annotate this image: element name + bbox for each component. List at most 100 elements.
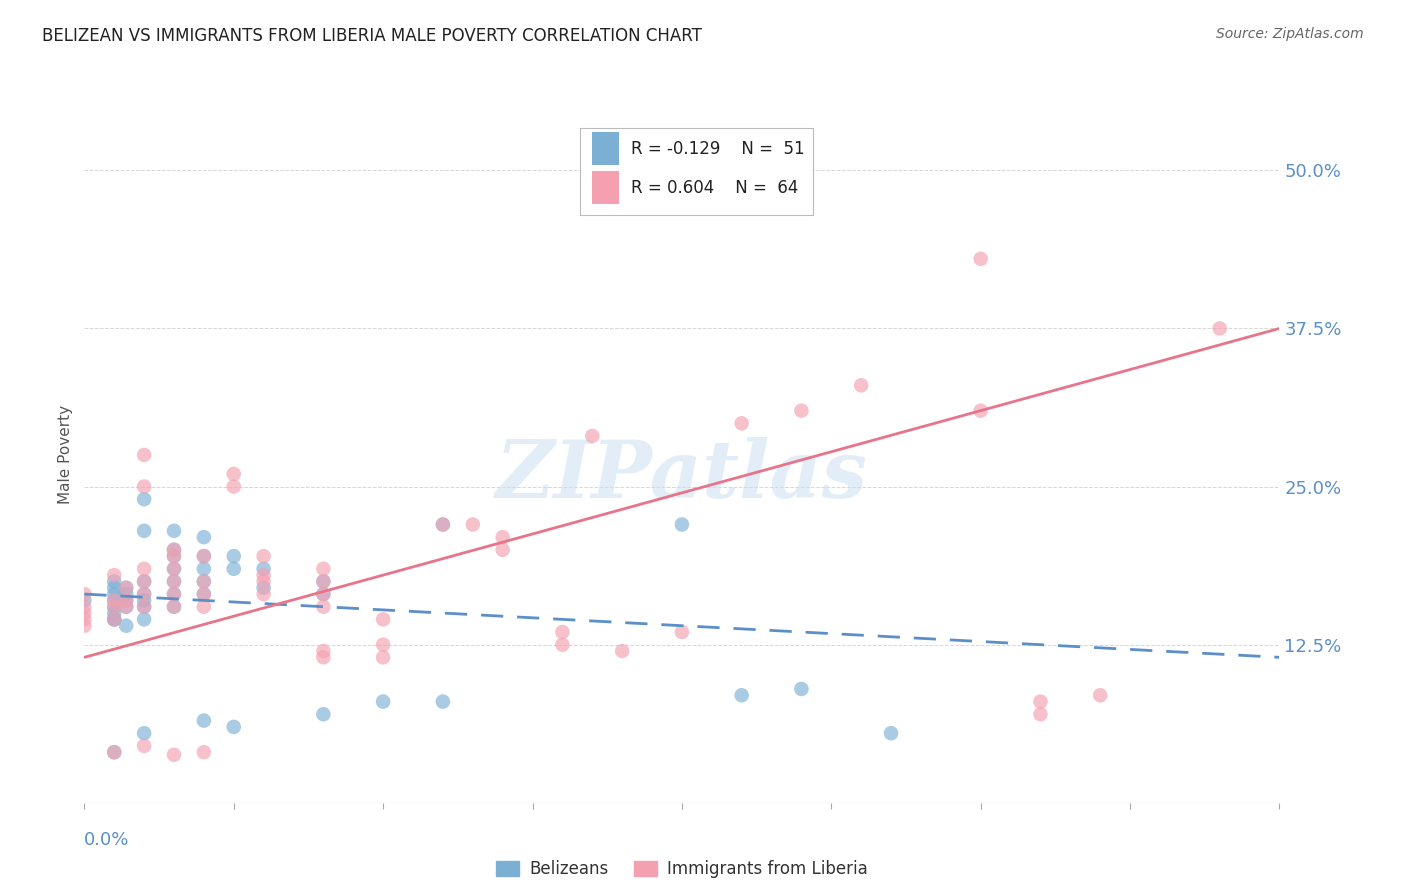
Point xyxy=(115,581,138,595)
Point xyxy=(163,574,186,589)
Point xyxy=(73,599,96,614)
Point xyxy=(103,745,125,759)
Point xyxy=(132,593,156,607)
Point xyxy=(253,549,276,563)
Point xyxy=(163,542,186,557)
Point xyxy=(163,574,186,589)
Text: 0.0%: 0.0% xyxy=(84,830,129,848)
Point xyxy=(1029,707,1052,722)
Point xyxy=(312,599,335,614)
Point xyxy=(163,599,186,614)
Point xyxy=(193,599,215,614)
Point xyxy=(115,599,138,614)
Point xyxy=(193,574,215,589)
Point xyxy=(461,517,484,532)
Point xyxy=(132,574,156,589)
Point xyxy=(1029,695,1052,709)
Point xyxy=(371,695,394,709)
Point xyxy=(103,581,125,595)
Point xyxy=(849,378,872,392)
Text: R = -0.129    N =  51: R = -0.129 N = 51 xyxy=(630,140,804,158)
Legend: Belizeans, Immigrants from Liberia: Belizeans, Immigrants from Liberia xyxy=(489,854,875,885)
Point xyxy=(610,644,633,658)
Point xyxy=(193,745,215,759)
Text: ZIPatlas: ZIPatlas xyxy=(496,437,868,515)
Point xyxy=(312,587,335,601)
Point xyxy=(103,599,125,614)
Point xyxy=(253,568,276,582)
Point xyxy=(193,549,215,563)
Point xyxy=(132,726,156,740)
Point xyxy=(312,574,335,589)
Point xyxy=(581,429,603,443)
Point xyxy=(551,638,574,652)
Text: BELIZEAN VS IMMIGRANTS FROM LIBERIA MALE POVERTY CORRELATION CHART: BELIZEAN VS IMMIGRANTS FROM LIBERIA MALE… xyxy=(42,27,702,45)
Point xyxy=(432,517,454,532)
Point xyxy=(371,612,394,626)
Point xyxy=(103,606,125,620)
Point xyxy=(163,524,186,538)
Point xyxy=(790,403,813,417)
Point xyxy=(371,650,394,665)
Point xyxy=(103,568,125,582)
Point xyxy=(132,479,156,493)
Point xyxy=(132,599,156,614)
Point xyxy=(371,638,394,652)
Point xyxy=(115,593,138,607)
Point xyxy=(103,593,125,607)
Point xyxy=(312,574,335,589)
Point xyxy=(163,587,186,601)
Point xyxy=(103,599,125,614)
Point xyxy=(193,587,215,601)
Point xyxy=(163,587,186,601)
Text: R = 0.604    N =  64: R = 0.604 N = 64 xyxy=(630,178,797,197)
Point xyxy=(132,739,156,753)
Point xyxy=(253,562,276,576)
Point xyxy=(1208,321,1232,335)
Point xyxy=(880,726,903,740)
Point xyxy=(115,599,138,614)
Point xyxy=(73,587,96,601)
Point xyxy=(103,574,125,589)
Point xyxy=(222,562,245,576)
Point xyxy=(132,587,156,601)
Point xyxy=(492,542,515,557)
Point xyxy=(163,562,186,576)
Point xyxy=(1088,688,1111,702)
Point xyxy=(163,562,186,576)
Point xyxy=(115,581,138,595)
Point xyxy=(253,581,276,595)
Point xyxy=(253,587,276,601)
Point xyxy=(163,747,186,762)
Point xyxy=(132,524,156,538)
Point xyxy=(132,492,156,507)
Point xyxy=(312,587,335,601)
Point xyxy=(222,720,245,734)
Point xyxy=(432,517,454,532)
Point xyxy=(970,252,993,266)
Y-axis label: Male Poverty: Male Poverty xyxy=(58,405,73,505)
Point xyxy=(222,479,245,493)
Point xyxy=(103,612,125,626)
Point xyxy=(492,530,515,544)
FancyBboxPatch shape xyxy=(592,171,619,204)
Point xyxy=(731,417,754,431)
Point xyxy=(551,625,574,640)
Point xyxy=(970,403,993,417)
Point xyxy=(432,695,454,709)
Point xyxy=(132,599,156,614)
Point xyxy=(163,599,186,614)
Point xyxy=(115,587,138,601)
Point xyxy=(132,612,156,626)
Point xyxy=(253,574,276,589)
Point xyxy=(132,574,156,589)
Point xyxy=(103,612,125,626)
Point xyxy=(103,745,125,759)
Point xyxy=(163,542,186,557)
Point xyxy=(671,625,693,640)
Point xyxy=(73,606,96,620)
FancyBboxPatch shape xyxy=(592,132,619,165)
Point xyxy=(115,618,138,632)
Point xyxy=(73,618,96,632)
Point xyxy=(193,549,215,563)
